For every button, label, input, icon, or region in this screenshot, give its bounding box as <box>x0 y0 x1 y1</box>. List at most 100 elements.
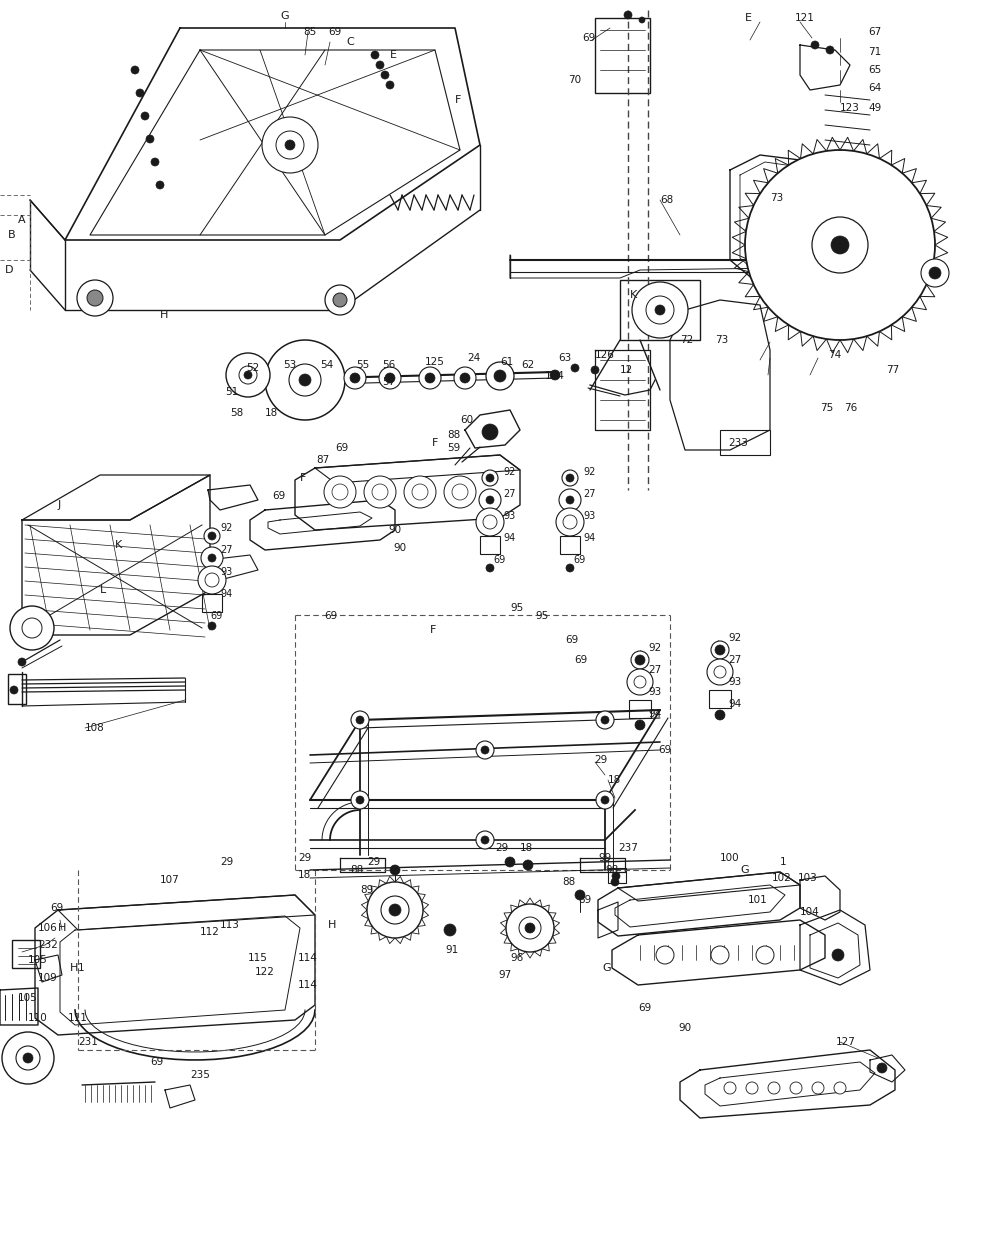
Text: 92: 92 <box>503 467 515 477</box>
Circle shape <box>634 676 646 689</box>
Circle shape <box>550 371 560 381</box>
Circle shape <box>482 470 498 486</box>
Circle shape <box>10 606 54 650</box>
Circle shape <box>715 645 725 655</box>
Circle shape <box>2 1032 54 1084</box>
Text: 237: 237 <box>618 843 638 853</box>
Text: 113: 113 <box>220 920 240 930</box>
Text: 69: 69 <box>324 611 337 621</box>
Text: 235: 235 <box>190 1070 210 1080</box>
Text: 18: 18 <box>608 775 621 785</box>
Text: 90: 90 <box>393 543 406 553</box>
Text: 69: 69 <box>335 443 348 453</box>
Circle shape <box>768 1082 780 1094</box>
Circle shape <box>486 563 494 572</box>
Circle shape <box>635 655 645 665</box>
Text: 112: 112 <box>200 926 220 936</box>
Circle shape <box>834 1082 846 1094</box>
Circle shape <box>601 716 609 724</box>
Circle shape <box>724 1082 736 1094</box>
Text: 94: 94 <box>648 709 661 719</box>
Circle shape <box>385 373 395 383</box>
Text: 91: 91 <box>445 945 458 955</box>
Circle shape <box>356 796 364 804</box>
Circle shape <box>131 66 139 74</box>
Circle shape <box>711 947 729 964</box>
Text: 233: 233 <box>728 438 748 448</box>
Text: 69: 69 <box>210 611 222 621</box>
Text: H: H <box>70 963 78 973</box>
Circle shape <box>201 547 223 568</box>
Circle shape <box>655 305 665 316</box>
Text: 29: 29 <box>298 853 311 863</box>
Text: 27: 27 <box>220 545 232 555</box>
Text: 69: 69 <box>50 903 63 913</box>
Text: 27: 27 <box>728 655 741 665</box>
Bar <box>720 429 770 454</box>
Circle shape <box>476 831 494 849</box>
Text: 69: 69 <box>272 491 285 501</box>
Circle shape <box>208 553 216 562</box>
Text: 12: 12 <box>620 366 633 376</box>
Text: 27: 27 <box>583 490 596 500</box>
Circle shape <box>381 896 409 924</box>
Circle shape <box>635 720 645 730</box>
Circle shape <box>790 1082 802 1094</box>
Text: L: L <box>100 585 106 595</box>
Text: 123: 123 <box>840 103 860 113</box>
Text: 126: 126 <box>595 351 615 361</box>
Text: 69: 69 <box>565 635 578 645</box>
Text: G: G <box>281 11 289 21</box>
Text: 114: 114 <box>298 980 318 990</box>
Circle shape <box>444 476 476 508</box>
Text: 104: 104 <box>800 906 820 916</box>
Text: 87: 87 <box>316 454 329 464</box>
Text: 124: 124 <box>545 371 565 381</box>
Text: H: H <box>160 310 168 321</box>
Text: D: D <box>5 265 14 275</box>
Text: 60: 60 <box>460 414 473 424</box>
Circle shape <box>18 659 26 666</box>
Text: 61: 61 <box>500 357 513 367</box>
Circle shape <box>412 485 428 500</box>
Text: 127: 127 <box>836 1037 856 1047</box>
Circle shape <box>262 116 318 173</box>
Text: K: K <box>115 540 122 550</box>
Circle shape <box>591 366 599 374</box>
Text: 97: 97 <box>498 970 511 980</box>
Circle shape <box>351 791 369 809</box>
Text: 29: 29 <box>220 858 233 866</box>
Text: 69: 69 <box>573 555 585 565</box>
Circle shape <box>372 485 388 500</box>
Circle shape <box>481 836 489 844</box>
Text: 106: 106 <box>38 923 58 933</box>
Text: 77: 77 <box>886 366 899 376</box>
Circle shape <box>332 485 348 500</box>
Bar <box>202 593 222 612</box>
Text: 103: 103 <box>798 873 818 883</box>
Text: 49: 49 <box>868 103 881 113</box>
Text: 69: 69 <box>638 1003 651 1013</box>
Text: G: G <box>740 865 749 875</box>
Circle shape <box>77 280 113 316</box>
Circle shape <box>390 865 400 875</box>
Text: 72: 72 <box>680 336 693 346</box>
Text: F: F <box>430 625 436 635</box>
Circle shape <box>22 618 42 639</box>
Circle shape <box>826 46 834 54</box>
Text: 88: 88 <box>447 429 460 439</box>
Text: 88: 88 <box>350 865 363 875</box>
Text: 111: 111 <box>68 1013 88 1023</box>
Text: 114: 114 <box>298 953 318 963</box>
Circle shape <box>562 470 578 486</box>
Circle shape <box>265 341 345 419</box>
Circle shape <box>476 741 494 759</box>
Bar <box>709 690 731 707</box>
Text: 93: 93 <box>503 511 515 521</box>
Text: H: H <box>58 923 66 933</box>
Circle shape <box>929 267 941 279</box>
Circle shape <box>566 475 574 482</box>
Text: 92: 92 <box>728 634 741 644</box>
Circle shape <box>386 81 394 89</box>
Circle shape <box>646 295 674 324</box>
